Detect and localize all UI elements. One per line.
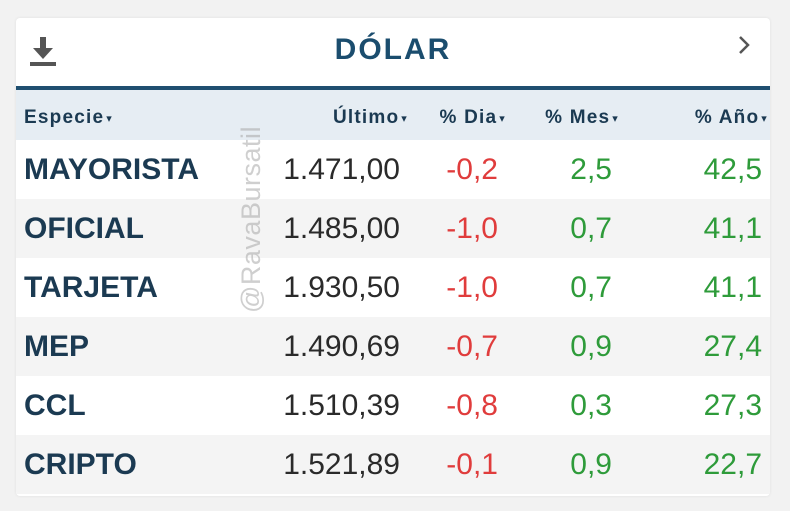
table-row[interactable]: MAYORISTA 1.471,00 -0,2 2,5 42,5	[16, 140, 770, 199]
especie-link[interactable]: OFICIAL	[24, 212, 144, 245]
widget-title: DÓLAR	[334, 33, 452, 66]
table-row[interactable]: CRIPTO 1.521,89 -0,1 0,9 22,7	[16, 435, 770, 494]
sort-arrow-icon: ▾	[401, 113, 408, 125]
download-icon	[30, 37, 56, 66]
ano-change: 41,1	[703, 212, 762, 245]
column-header-especie[interactable]: Especie ▾	[24, 107, 113, 128]
column-header-ano[interactable]: % Año ▾	[694, 107, 768, 128]
sort-arrow-icon: ▾	[499, 113, 506, 125]
ano-change: 22,7	[703, 448, 762, 481]
mes-change: 2,5	[570, 153, 612, 186]
especie-link[interactable]: MAYORISTA	[24, 153, 200, 186]
mes-change: 0,3	[570, 389, 612, 422]
sort-arrow-icon: ▾	[106, 113, 113, 125]
table-row[interactable]: MEP 1.490,69 -0,7 0,9 27,4	[16, 317, 770, 376]
ano-change: 27,4	[703, 330, 762, 363]
watermark: @RavaBursatil	[236, 126, 266, 313]
column-header-mes[interactable]: % Mes ▾	[545, 107, 619, 128]
ano-change: 41,1	[703, 271, 762, 304]
dia-change: -0,1	[446, 448, 498, 481]
table-header: Especie ▾ Último ▾ % Dia ▾ % Mes ▾ % Año ▾	[16, 90, 770, 140]
ultimo-value: 1.471,00	[283, 153, 400, 186]
table-body: MAYORISTA 1.471,00 -0,2 2,5 42,5 OFICIAL…	[16, 140, 770, 494]
sort-arrow-icon: ▾	[612, 113, 619, 125]
table-row[interactable]: OFICIAL 1.485,00 -1,0 0,7 41,1	[16, 199, 770, 258]
dolar-widget: DÓLAR Especie ▾ Último ▾ % Dia ▾ % Mes ▾ % A…	[16, 18, 770, 496]
dia-change: -0,2	[446, 153, 498, 186]
ultimo-value: 1.521,89	[283, 448, 400, 481]
ultimo-value: 1.930,50	[283, 271, 400, 304]
column-header-dia[interactable]: % Dia ▾	[439, 107, 506, 128]
table-row[interactable]: TARJETA 1.930,50 -1,0 0,7 41,1	[16, 258, 770, 317]
ultimo-value: 1.510,39	[283, 389, 400, 422]
header-divider	[16, 86, 770, 90]
dia-change: -1,0	[446, 212, 498, 245]
dia-change: -0,8	[446, 389, 498, 422]
especie-link[interactable]: CCL	[24, 389, 86, 422]
dia-change: -1,0	[446, 271, 498, 304]
mes-change: 0,9	[570, 330, 612, 363]
ultimo-value: 1.490,69	[283, 330, 400, 363]
mes-change: 0,7	[570, 212, 612, 245]
ano-change: 42,5	[703, 153, 762, 186]
dia-change: -0,7	[446, 330, 498, 363]
widget-header: DÓLAR	[16, 18, 770, 86]
column-header-ultimo[interactable]: Último ▾	[332, 107, 408, 128]
ultimo-value: 1.485,00	[283, 212, 400, 245]
mes-change: 0,7	[570, 271, 612, 304]
especie-link[interactable]: MEP	[24, 330, 90, 363]
mes-change: 0,9	[570, 448, 612, 481]
next-button[interactable]	[736, 34, 752, 56]
table-row[interactable]: CCL 1.510,39 -0,8 0,3 27,3	[16, 376, 770, 435]
chevron-right-icon	[739, 36, 750, 54]
sort-arrow-icon: ▾	[761, 113, 768, 125]
especie-link[interactable]: CRIPTO	[24, 448, 137, 481]
especie-link[interactable]: TARJETA	[24, 271, 158, 304]
ano-change: 27,3	[703, 389, 762, 422]
download-button[interactable]	[28, 36, 58, 68]
